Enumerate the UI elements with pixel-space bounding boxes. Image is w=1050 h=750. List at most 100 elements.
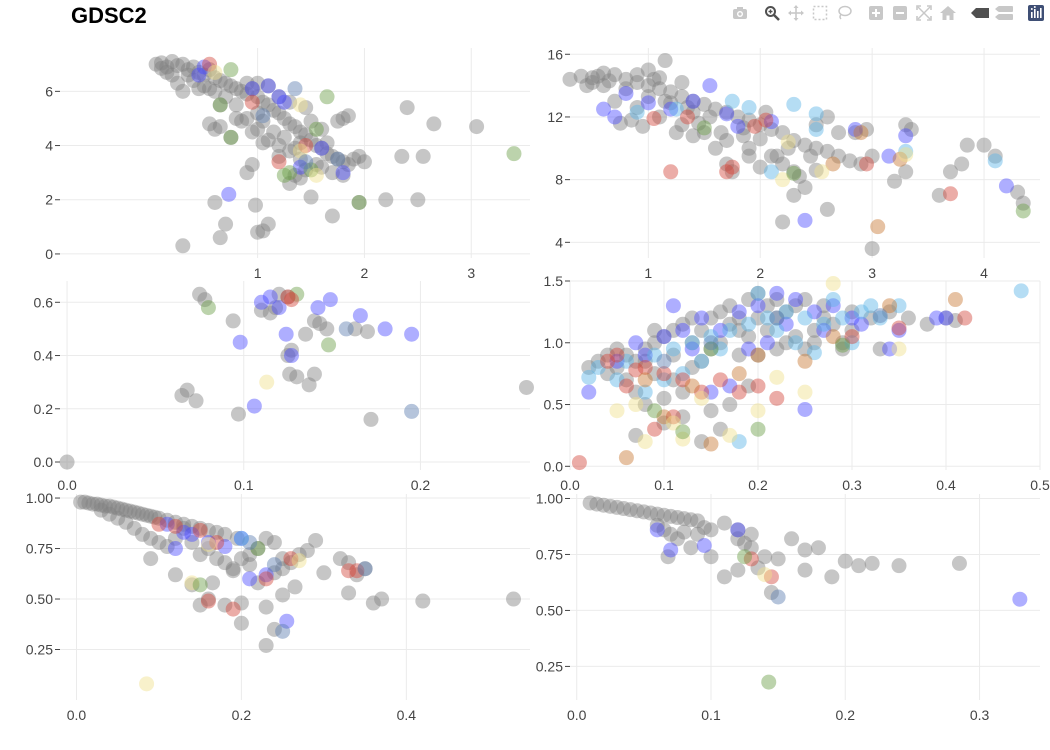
camera-icon[interactable] <box>728 3 752 23</box>
data-point[interactable] <box>275 623 291 639</box>
data-point[interactable] <box>864 555 880 571</box>
data-point[interactable] <box>898 164 914 180</box>
data-point[interactable] <box>233 615 249 631</box>
data-point[interactable] <box>712 335 728 351</box>
data-point[interactable] <box>250 89 266 105</box>
data-point[interactable] <box>703 549 719 565</box>
data-point[interactable] <box>260 132 276 148</box>
data-point[interactable] <box>750 285 766 301</box>
data-point[interactable] <box>258 637 274 653</box>
data-point[interactable] <box>929 310 945 326</box>
data-point[interactable] <box>816 322 832 338</box>
data-point[interactable] <box>887 173 903 189</box>
data-point[interactable] <box>647 335 663 351</box>
data-point[interactable] <box>750 378 766 394</box>
data-point[interactable] <box>731 322 747 338</box>
data-point[interactable] <box>410 192 426 208</box>
data-point[interactable] <box>153 55 169 71</box>
data-point[interactable] <box>602 498 618 514</box>
data-point[interactable] <box>212 230 228 246</box>
data-point[interactable] <box>647 322 663 338</box>
data-point[interactable] <box>374 591 390 607</box>
data-point[interactable] <box>663 542 679 558</box>
data-point[interactable] <box>244 81 260 97</box>
data-point[interactable] <box>835 310 851 326</box>
data-point[interactable] <box>668 125 684 141</box>
data-point[interactable] <box>506 591 522 607</box>
data-point[interactable] <box>769 292 785 308</box>
data-point[interactable] <box>596 78 612 94</box>
data-point[interactable] <box>656 522 672 538</box>
data-point[interactable] <box>730 118 746 134</box>
data-point[interactable] <box>242 547 258 563</box>
data-point[interactable] <box>225 313 241 329</box>
data-point[interactable] <box>266 621 282 637</box>
data-point[interactable] <box>919 316 935 332</box>
data-point[interactable] <box>319 135 335 151</box>
data-point[interactable] <box>853 125 869 141</box>
data-point[interactable] <box>882 304 898 320</box>
data-point[interactable] <box>724 93 740 109</box>
data-point[interactable] <box>786 132 802 148</box>
data-point[interactable] <box>640 95 656 111</box>
data-point[interactable] <box>258 599 274 615</box>
data-point[interactable] <box>228 97 244 113</box>
data-point[interactable] <box>287 167 303 183</box>
data-point[interactable] <box>590 68 606 84</box>
data-point[interactable] <box>200 591 216 607</box>
data-point[interactable] <box>730 109 746 125</box>
data-point[interactable] <box>207 194 223 210</box>
data-point[interactable] <box>271 148 287 164</box>
data-point[interactable] <box>741 341 757 357</box>
data-point[interactable] <box>763 121 779 137</box>
data-point[interactable] <box>255 135 271 151</box>
data-point[interactable] <box>680 100 695 116</box>
data-point[interactable] <box>674 117 690 133</box>
data-point[interactable] <box>276 94 292 110</box>
data-point[interactable] <box>271 300 287 316</box>
data-point[interactable] <box>696 120 712 136</box>
data-point[interactable] <box>122 503 138 519</box>
data-point[interactable] <box>788 292 804 308</box>
data-point[interactable] <box>260 78 276 94</box>
data-point[interactable] <box>769 310 785 326</box>
data-point[interactable] <box>192 547 208 563</box>
data-point[interactable] <box>234 113 250 129</box>
data-point[interactable] <box>730 522 746 538</box>
data-point[interactable] <box>282 366 298 382</box>
data-point[interactable] <box>143 551 159 567</box>
data-point[interactable] <box>275 587 291 603</box>
data-point[interactable] <box>596 497 612 513</box>
data-point[interactable] <box>170 75 185 91</box>
subplot-4[interactable]: 0.0 0.1 0.2 0.3 0.4 0.5 0.0 0.5 1.0 1.5 <box>544 273 1050 493</box>
data-point[interactable] <box>637 384 653 400</box>
data-point[interactable] <box>694 390 710 406</box>
data-point[interactable] <box>872 308 888 324</box>
data-point[interactable] <box>176 520 192 536</box>
data-point[interactable] <box>324 148 340 164</box>
data-point[interactable] <box>696 96 712 112</box>
data-point[interactable] <box>859 156 875 172</box>
zoom-icon[interactable] <box>760 3 784 23</box>
data-point[interactable] <box>212 97 228 113</box>
data-point[interactable] <box>359 324 375 340</box>
data-point[interactable] <box>628 353 644 369</box>
data-point[interactable] <box>291 553 307 569</box>
data-point[interactable] <box>291 547 307 563</box>
data-point[interactable] <box>378 192 394 208</box>
data-point[interactable] <box>242 571 258 587</box>
data-point[interactable] <box>629 503 645 519</box>
data-point[interactable] <box>851 558 867 574</box>
data-point[interactable] <box>722 298 738 314</box>
data-point[interactable] <box>609 359 625 375</box>
data-point[interactable] <box>282 116 298 132</box>
data-point[interactable] <box>394 148 410 164</box>
data-point[interactable] <box>719 132 735 148</box>
data-point[interactable] <box>825 156 841 172</box>
data-point[interactable] <box>743 540 759 556</box>
data-point[interactable] <box>207 83 223 99</box>
data-point[interactable] <box>770 589 786 605</box>
data-point[interactable] <box>775 214 791 230</box>
data-point[interactable] <box>842 153 858 169</box>
data-point[interactable] <box>202 116 218 132</box>
